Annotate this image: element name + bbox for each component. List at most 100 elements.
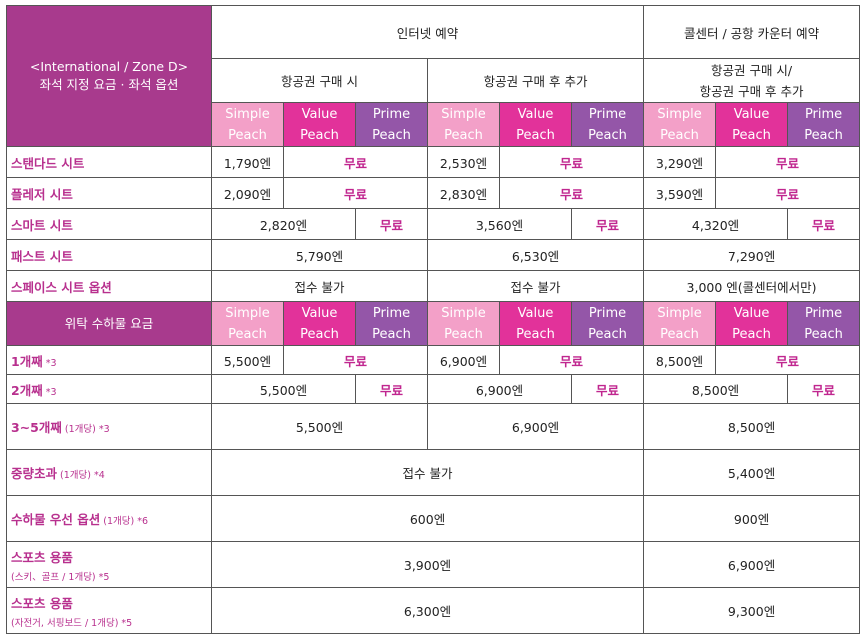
price-cell: 5,500엔 (211, 374, 356, 404)
callcenter-purchase-header: 항공권 구매 시/ 항공권 구매 후 추가 (643, 58, 861, 103)
cc-line-2: 항공권 구매 후 추가 (699, 83, 804, 99)
free-cell: 무료 (715, 345, 861, 375)
fare-simple-peach: Simple Peach (427, 301, 500, 346)
row-label: 스마트 시트 (6, 208, 212, 240)
fare-simple-peach: Simple Peach (211, 301, 284, 346)
cc-line-1: 항공권 구매 시/ (710, 62, 793, 78)
row-label: 1개째 *3 (6, 345, 212, 375)
zone-title: <International / Zone D> (29, 59, 189, 74)
row-label: 스포츠 용품 (스키、골프 / 1개당) *5 (6, 541, 212, 588)
price-cell: 6,900엔 (427, 345, 500, 375)
free-cell: 무료 (715, 177, 861, 209)
free-cell: 무료 (787, 374, 861, 404)
row-label: 스탠다드 시트 (6, 146, 212, 178)
fare-value-peach: Value Peach (499, 102, 572, 147)
fare-value-peach: Value Peach (715, 301, 789, 346)
price-cell: 접수 불가 (210, 449, 645, 496)
table-row: 스포츠 용품 (자전거, 서핑보드 / 1개당) *5 6,300엔 9,300엔 (6, 587, 861, 634)
free-cell: 무료 (570, 208, 645, 240)
row-label: 플레저 시트 (6, 177, 212, 209)
table-row: 스마트 시트 2,820엔 무료 3,560엔 무료 4,320엔 무료 (6, 208, 861, 240)
price-cell: 2,820엔 (211, 208, 356, 240)
row-label: 중량초과 (1개당) *4 (6, 449, 212, 496)
table-corner-header: <International / Zone D> 좌석 지정 요금 · 좌석 옵… (6, 5, 212, 147)
at-purchase-header: 항공권 구매 시 (211, 58, 428, 103)
table-row: 3∼5개째 (1개당) *3 5,500엔 6,900엔 8,500엔 (6, 403, 861, 450)
free-cell: 무료 (498, 177, 645, 209)
price-cell: 3,000 엔(콜센터에서만) (643, 270, 861, 302)
baggage-section-header: 위탁 수하물 요금 (6, 301, 212, 346)
price-cell: 9,300엔 (643, 587, 861, 634)
price-cell: 7,290엔 (643, 239, 861, 271)
price-cell: 900엔 (643, 495, 861, 542)
price-cell: 접수 불가 (211, 270, 428, 302)
free-cell: 무료 (498, 146, 645, 178)
fare-value-peach: Value Peach (499, 301, 572, 346)
price-cell: 2,530엔 (427, 146, 500, 178)
table-row: 수하물 우선 옵션 (1개당) *6 600엔 900엔 (6, 495, 861, 542)
free-cell: 무료 (715, 146, 861, 178)
table-row: 스포츠 용품 (스키、골프 / 1개당) *5 3,900엔 6,900엔 (6, 541, 861, 588)
price-cell: 600엔 (210, 495, 645, 542)
internet-booking-header: 인터넷 예약 (210, 5, 645, 59)
price-cell: 5,400엔 (643, 449, 861, 496)
table-row: 패스트 시트 5,790엔 6,530엔 7,290엔 (6, 239, 861, 271)
fare-prime-peach: Prime Peach (355, 102, 428, 147)
price-cell: 5,500엔 (211, 403, 428, 450)
table-row: 스탠다드 시트 1,790엔 무료 2,530엔 무료 3,290엔 무료 (6, 146, 861, 178)
fare-prime-peach: Prime Peach (787, 102, 861, 147)
fare-value-peach: Value Peach (283, 102, 356, 147)
callcenter-booking-header: 콜센터 / 공항 카운터 예약 (643, 5, 861, 59)
price-cell: 접수 불가 (426, 270, 645, 302)
row-label: 스페이스 시트 옵션 (6, 270, 212, 302)
free-cell: 무료 (283, 146, 428, 178)
price-cell: 5,500엔 (211, 345, 284, 375)
fare-simple-peach: Simple Peach (643, 301, 717, 346)
table-row: 1개째 *3 5,500엔 무료 6,900엔 무료 8,500엔 무료 (6, 345, 861, 375)
table-row: 중량초과 (1개당) *4 접수 불가 5,400엔 (6, 449, 861, 496)
row-label: 스포츠 용품 (자전거, 서핑보드 / 1개당) *5 (6, 587, 212, 634)
free-cell: 무료 (283, 177, 428, 209)
price-cell: 4,320엔 (643, 208, 789, 240)
fare-prime-peach: Prime Peach (355, 301, 428, 346)
fare-table: <International / Zone D> 좌석 지정 요금 · 좌석 옵… (6, 5, 861, 634)
row-label: 패스트 시트 (6, 239, 212, 271)
row-label: 수하물 우선 옵션 (1개당) *6 (6, 495, 212, 542)
price-cell: 6,300엔 (210, 587, 645, 634)
fare-simple-peach: Simple Peach (643, 102, 717, 147)
seat-fee-title: 좌석 지정 요금 · 좌석 옵션 (39, 77, 179, 92)
price-cell: 6,900엔 (643, 541, 861, 588)
price-cell: 8,500엔 (643, 374, 789, 404)
price-cell: 3,560엔 (427, 208, 572, 240)
price-cell: 2,830엔 (427, 177, 500, 209)
fare-prime-peach: Prime Peach (787, 301, 861, 346)
row-label: 2개째 *3 (6, 374, 212, 404)
fare-simple-peach: Simple Peach (211, 102, 284, 147)
price-cell: 3,290엔 (643, 146, 717, 178)
free-cell: 무료 (787, 208, 861, 240)
price-cell: 6,900엔 (426, 403, 645, 450)
table-row: 스페이스 시트 옵션 접수 불가 접수 불가 3,000 엔(콜센터에서만) (6, 270, 861, 302)
price-cell: 3,590엔 (643, 177, 717, 209)
fare-simple-peach: Simple Peach (427, 102, 500, 147)
price-cell: 3,900엔 (210, 541, 645, 588)
price-cell: 5,790엔 (211, 239, 428, 271)
free-cell: 무료 (355, 374, 428, 404)
table-row: 2개째 *3 5,500엔 무료 6,900엔 무료 8,500엔 무료 (6, 374, 861, 404)
price-cell: 6,530엔 (426, 239, 645, 271)
row-label: 3∼5개째 (1개당) *3 (6, 403, 212, 450)
price-cell: 1,790엔 (211, 146, 284, 178)
price-cell: 6,900엔 (427, 374, 572, 404)
price-cell: 8,500엔 (643, 345, 717, 375)
price-cell: 8,500엔 (643, 403, 861, 450)
table-row: 플레저 시트 2,090엔 무료 2,830엔 무료 3,590엔 무료 (6, 177, 861, 209)
fare-value-peach: Value Peach (283, 301, 356, 346)
free-cell: 무료 (283, 345, 428, 375)
free-cell: 무료 (570, 374, 645, 404)
price-cell: 2,090엔 (211, 177, 284, 209)
free-cell: 무료 (355, 208, 428, 240)
fare-prime-peach: Prime Peach (570, 301, 645, 346)
fare-prime-peach: Prime Peach (570, 102, 645, 147)
free-cell: 무료 (498, 345, 645, 375)
fare-value-peach: Value Peach (715, 102, 789, 147)
